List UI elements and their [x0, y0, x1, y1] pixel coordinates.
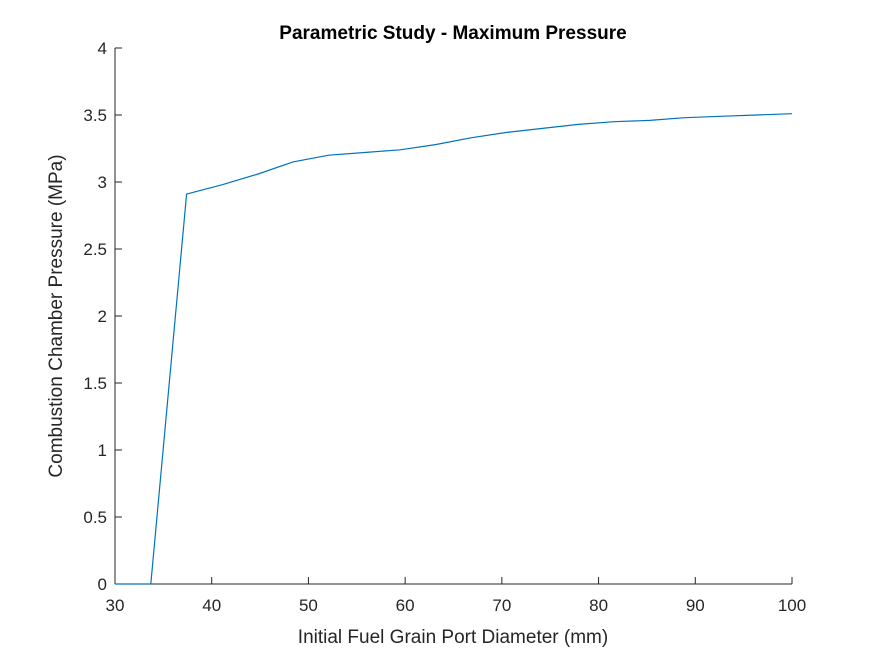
x-tick-label: 40: [202, 596, 221, 615]
x-axis-label: Initial Fuel Grain Port Diameter (mm): [298, 627, 608, 648]
y-tick-label: 3.5: [83, 106, 107, 125]
y-axis-ticks: 0 0.5 1 1.5 2 2.5 3 3.5 4: [83, 39, 122, 594]
y-tick-label: 0.5: [83, 508, 107, 527]
y-tick-label: 2: [98, 307, 107, 326]
y-tick-label: 3: [98, 173, 107, 192]
x-axis-ticks: 30 40 50 60 70 80 90 100: [106, 577, 806, 615]
x-tick-label: 60: [396, 596, 415, 615]
plot-axes: [114, 48, 792, 585]
x-tick-label: 100: [778, 596, 806, 615]
pressure-series-line: [115, 113, 793, 585]
y-tick-label: 2.5: [83, 240, 107, 259]
y-tick-label: 0: [98, 575, 107, 594]
x-tick-label: 80: [589, 596, 608, 615]
x-tick-label: 90: [686, 596, 705, 615]
y-tick-label: 1.5: [83, 374, 107, 393]
plot-series: [115, 113, 793, 585]
chart-title: Parametric Study - Maximum Pressure: [279, 23, 626, 44]
x-tick-label: 70: [492, 596, 511, 615]
x-tick-label: 50: [299, 596, 318, 615]
y-tick-label: 1: [98, 441, 107, 460]
y-tick-label: 4: [98, 39, 107, 58]
x-tick-label: 30: [106, 596, 125, 615]
y-axis-label: Combustion Chamber Pressure (MPa): [46, 154, 67, 477]
